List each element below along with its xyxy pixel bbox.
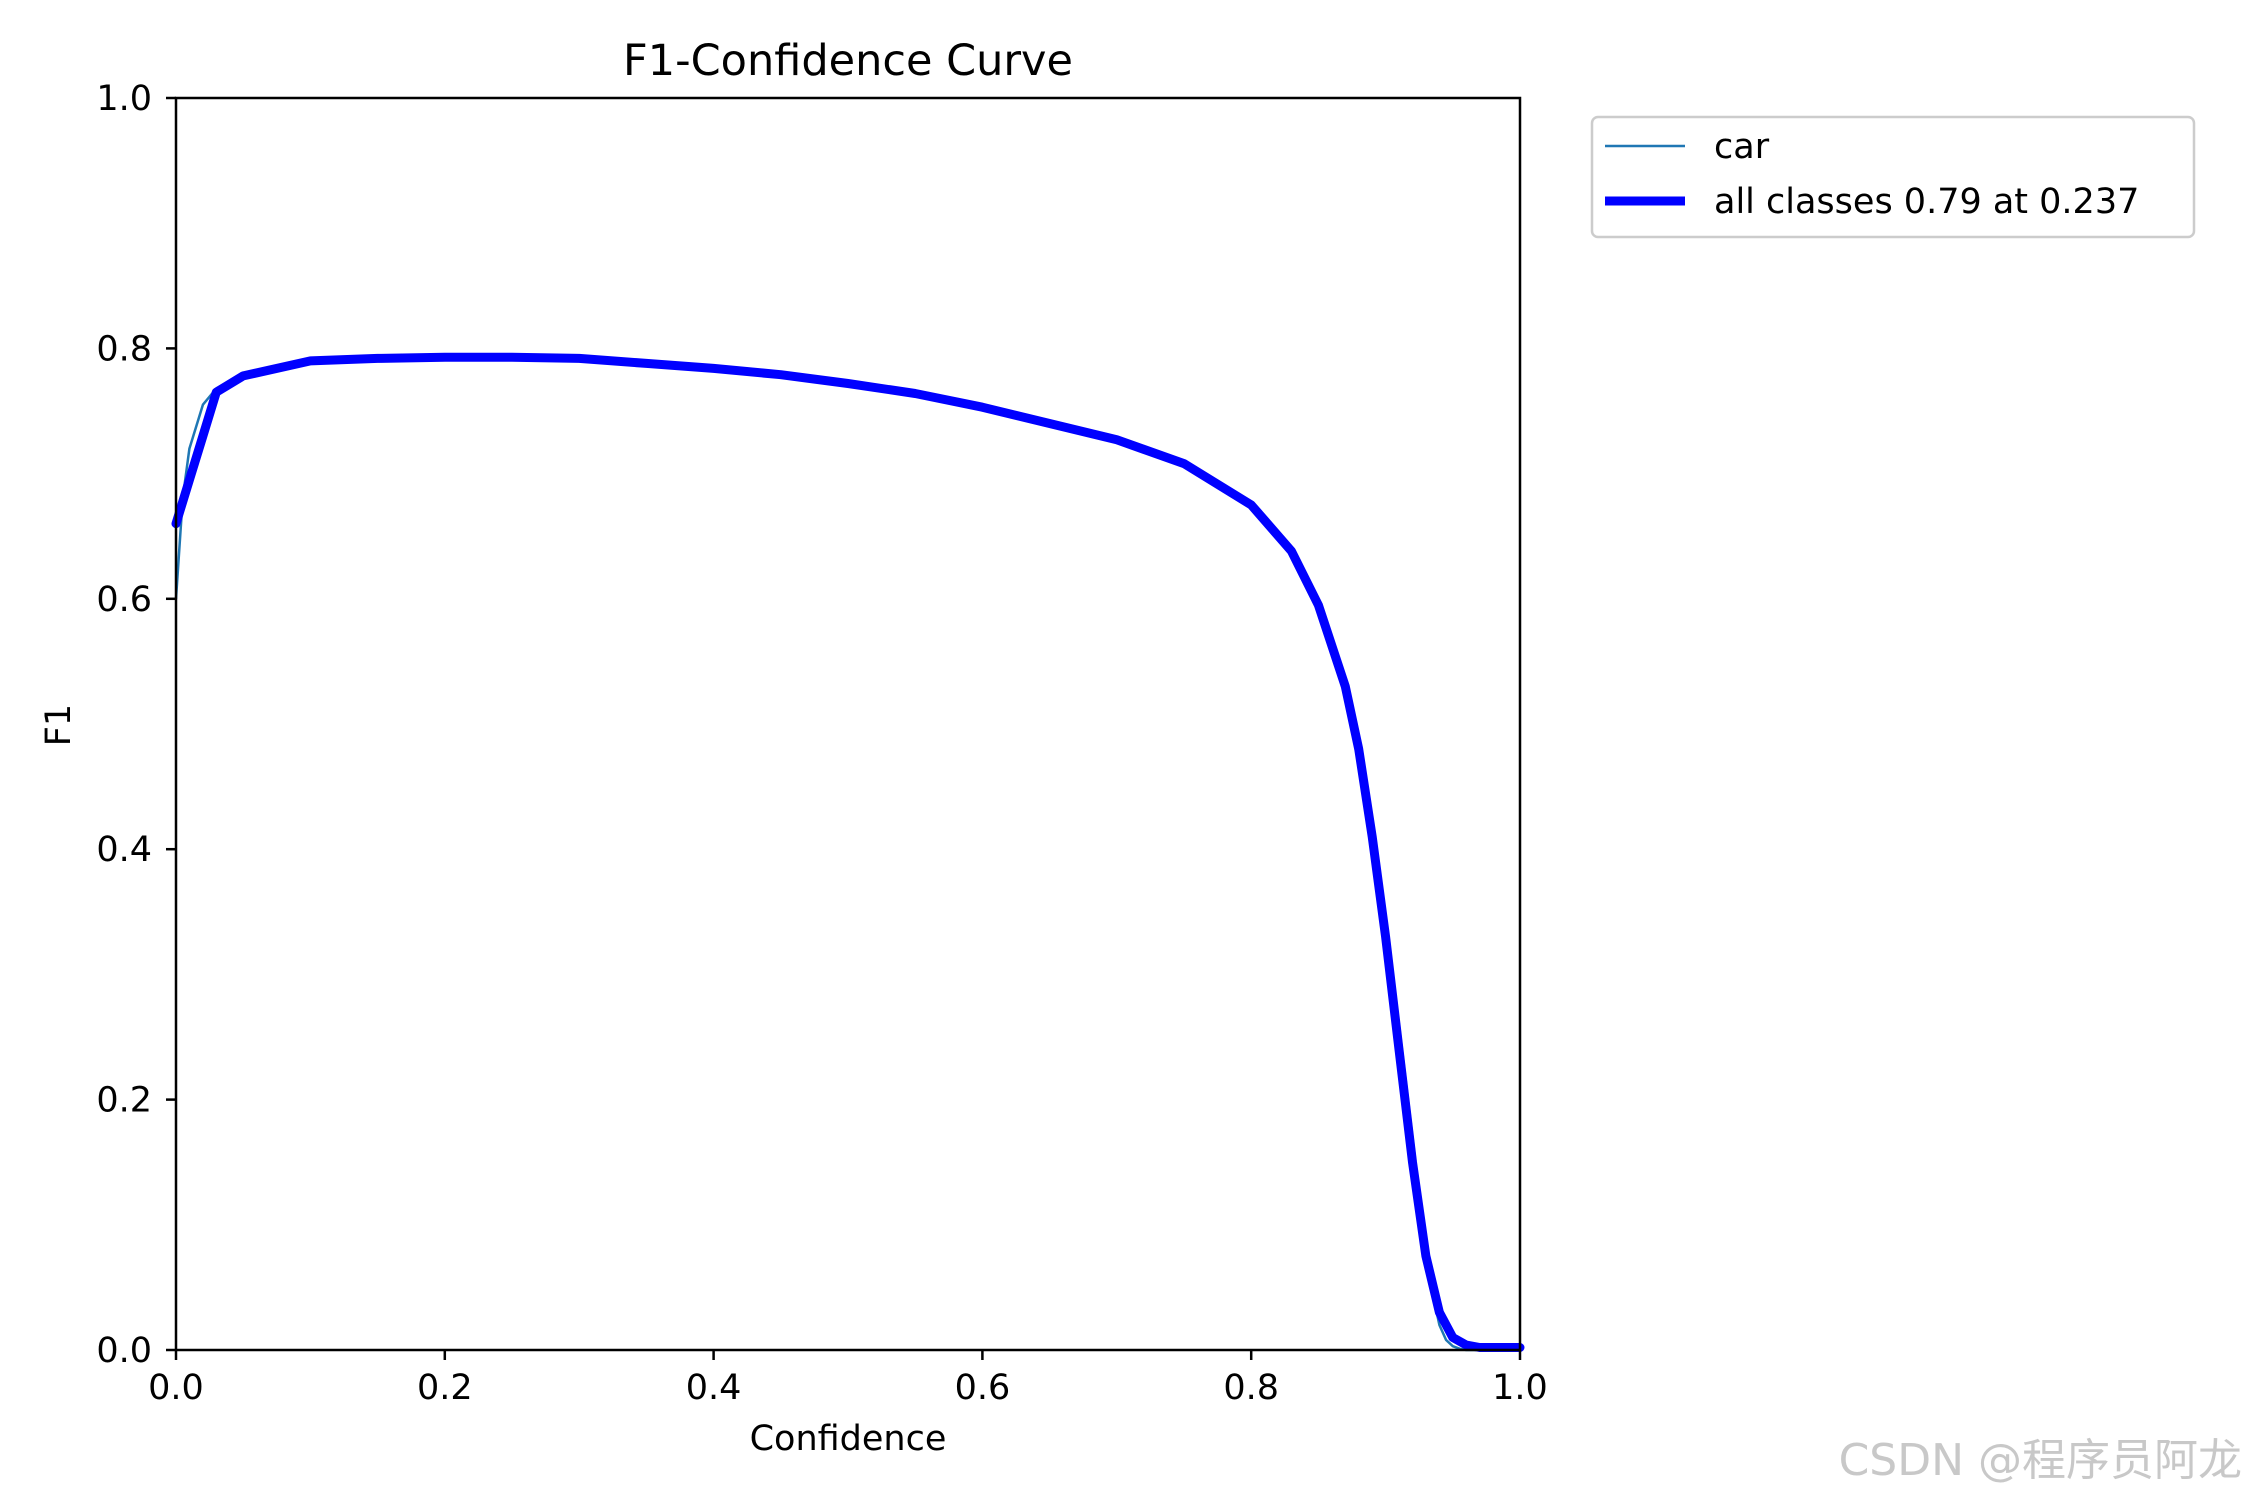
series-layer xyxy=(171,352,1525,1352)
legend: car all classes 0.79 at 0.237 xyxy=(1590,115,2196,239)
series-line-car xyxy=(174,355,1522,1352)
x-tick-label: 0.0 xyxy=(148,1368,204,1408)
x-tick-label: 0.2 xyxy=(417,1368,473,1408)
x-tick-label: 1.0 xyxy=(1492,1368,1548,1408)
y-tick-label: 0.4 xyxy=(96,830,152,870)
y-tick-label: 0.0 xyxy=(96,1331,152,1371)
legend-label-car: car xyxy=(1714,127,1770,167)
x-tick-label: 0.8 xyxy=(1223,1368,1279,1408)
csdn-watermark: CSDN @程序员阿龙 xyxy=(1838,1435,2242,1486)
chart-title: F1-Confidence Curve xyxy=(623,36,1073,86)
plot-frame xyxy=(174,96,1522,1352)
x-tick-label: 0.4 xyxy=(686,1368,742,1408)
legend-label-all-classes: all classes 0.79 at 0.237 xyxy=(1714,182,2139,222)
series-line-all-classes xyxy=(171,352,1525,1352)
x-axis-ticks: 0.0 0.2 0.4 0.6 0.8 1.0 xyxy=(148,1350,1548,1408)
y-axis-ticks: 0.0 0.2 0.4 0.6 0.8 1.0 xyxy=(96,79,176,1371)
y-tick-label: 0.2 xyxy=(96,1081,152,1121)
y-tick-label: 1.0 xyxy=(96,79,152,119)
legend-box xyxy=(1590,115,2196,239)
x-tick-label: 0.6 xyxy=(955,1368,1011,1408)
y-tick-label: 0.6 xyxy=(96,580,152,620)
x-axis-label: Confidence xyxy=(750,1419,947,1459)
y-axis-label: F1 xyxy=(39,704,79,746)
y-tick-label: 0.8 xyxy=(96,329,152,369)
